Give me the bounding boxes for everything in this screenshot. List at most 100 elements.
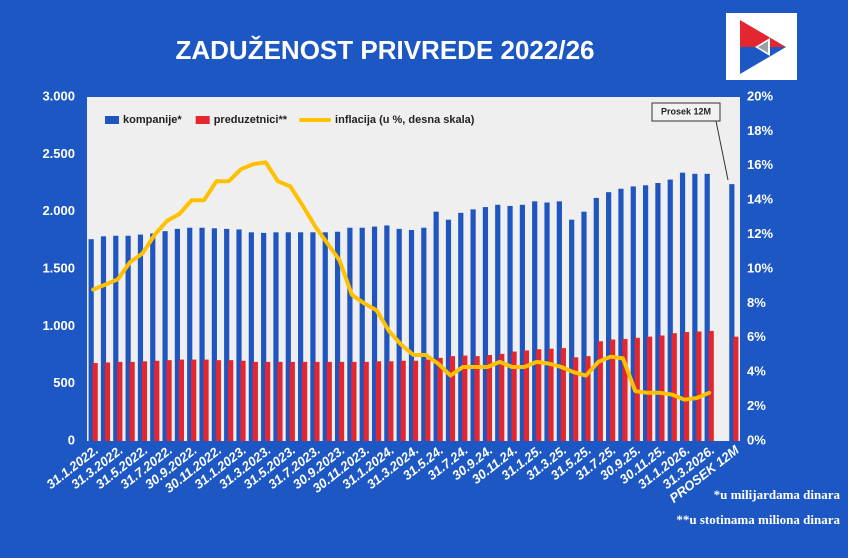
bar <box>733 336 739 441</box>
bar <box>302 361 308 441</box>
bar <box>519 204 525 441</box>
bar <box>203 359 209 441</box>
bar <box>191 359 197 441</box>
bar <box>400 360 406 441</box>
y2-tick-label: 6% <box>747 329 766 344</box>
bar <box>708 330 714 441</box>
annotation: Prosek 12M <box>651 102 729 181</box>
bar <box>359 227 365 441</box>
bar <box>199 227 205 441</box>
y2-tick-label: 8% <box>747 295 766 310</box>
legend-item: kompanije* <box>105 114 182 126</box>
bar <box>388 361 394 441</box>
y2-tick-label: 10% <box>747 260 773 275</box>
bar <box>671 333 677 441</box>
bar <box>113 235 119 441</box>
bar <box>412 360 419 441</box>
bar <box>433 211 439 441</box>
bar <box>154 360 160 441</box>
bar <box>129 361 135 441</box>
bar <box>696 331 702 441</box>
y2-tick-label: 4% <box>747 364 766 379</box>
bar <box>679 172 686 441</box>
y2-tick-label: 0% <box>747 432 766 447</box>
bar <box>100 236 107 441</box>
bar <box>92 363 98 441</box>
bar <box>141 361 148 441</box>
bar <box>499 353 505 441</box>
y-tick-label: 0 <box>68 432 75 447</box>
bar <box>482 207 489 441</box>
bar <box>445 219 452 441</box>
bar <box>618 188 624 441</box>
bar <box>470 209 476 441</box>
legend-item: preduzetnici** <box>195 114 288 126</box>
bar <box>174 228 181 441</box>
bar <box>236 229 242 441</box>
bar <box>606 192 612 441</box>
bar <box>536 349 542 441</box>
bar <box>704 173 710 441</box>
bar <box>277 361 283 441</box>
y-tick-label: 3.000 <box>42 88 75 103</box>
bar <box>507 205 513 441</box>
bar <box>569 219 575 441</box>
bar <box>347 227 353 441</box>
bar <box>532 201 538 441</box>
bar <box>544 202 550 441</box>
bar <box>646 336 653 441</box>
bar <box>585 356 591 441</box>
bar <box>622 338 628 441</box>
bar <box>408 230 415 441</box>
legend-swatch <box>195 116 210 124</box>
legend-label: kompanije* <box>123 114 182 126</box>
bar <box>289 361 295 441</box>
bar <box>338 361 345 441</box>
y2-tick-label: 12% <box>747 226 773 241</box>
bar <box>215 360 221 441</box>
y-tick-label: 2.000 <box>42 203 75 218</box>
bar <box>659 335 665 441</box>
bar <box>137 234 144 441</box>
chart-title: ZADUŽENOST PRIVREDE 2022/26 <box>175 35 594 65</box>
bar <box>104 362 111 441</box>
bar <box>248 232 254 441</box>
bar <box>371 226 378 441</box>
y2-tick-label: 16% <box>747 157 773 172</box>
bar <box>363 361 369 441</box>
bar <box>396 228 402 441</box>
bar <box>421 227 427 441</box>
bar <box>449 356 456 441</box>
bar <box>166 360 172 441</box>
bar <box>630 186 636 441</box>
bar <box>692 173 698 441</box>
y2-tick-label: 14% <box>747 192 773 207</box>
bar <box>240 360 246 441</box>
bar <box>495 204 501 441</box>
bar <box>642 185 649 441</box>
bar <box>425 359 431 441</box>
bar <box>252 361 258 441</box>
legend-label: preduzetnici** <box>214 114 288 126</box>
bar <box>228 360 234 441</box>
bar <box>178 359 185 441</box>
bar <box>655 183 661 441</box>
bar <box>573 357 579 441</box>
bar <box>298 232 304 441</box>
bar <box>683 332 690 441</box>
bar <box>548 348 554 441</box>
bar <box>314 361 320 441</box>
legend-item: inflacija (u %, desna skala) <box>299 114 475 126</box>
bar <box>581 211 587 441</box>
bar <box>261 232 267 441</box>
bar <box>162 231 168 441</box>
bar <box>224 228 230 441</box>
bar <box>560 348 566 441</box>
bar <box>125 235 131 441</box>
bar <box>556 201 562 441</box>
y2-tick-label: 2% <box>747 398 766 413</box>
bar <box>117 361 123 441</box>
logo <box>726 13 797 80</box>
y2-tick-label: 20% <box>747 88 773 103</box>
